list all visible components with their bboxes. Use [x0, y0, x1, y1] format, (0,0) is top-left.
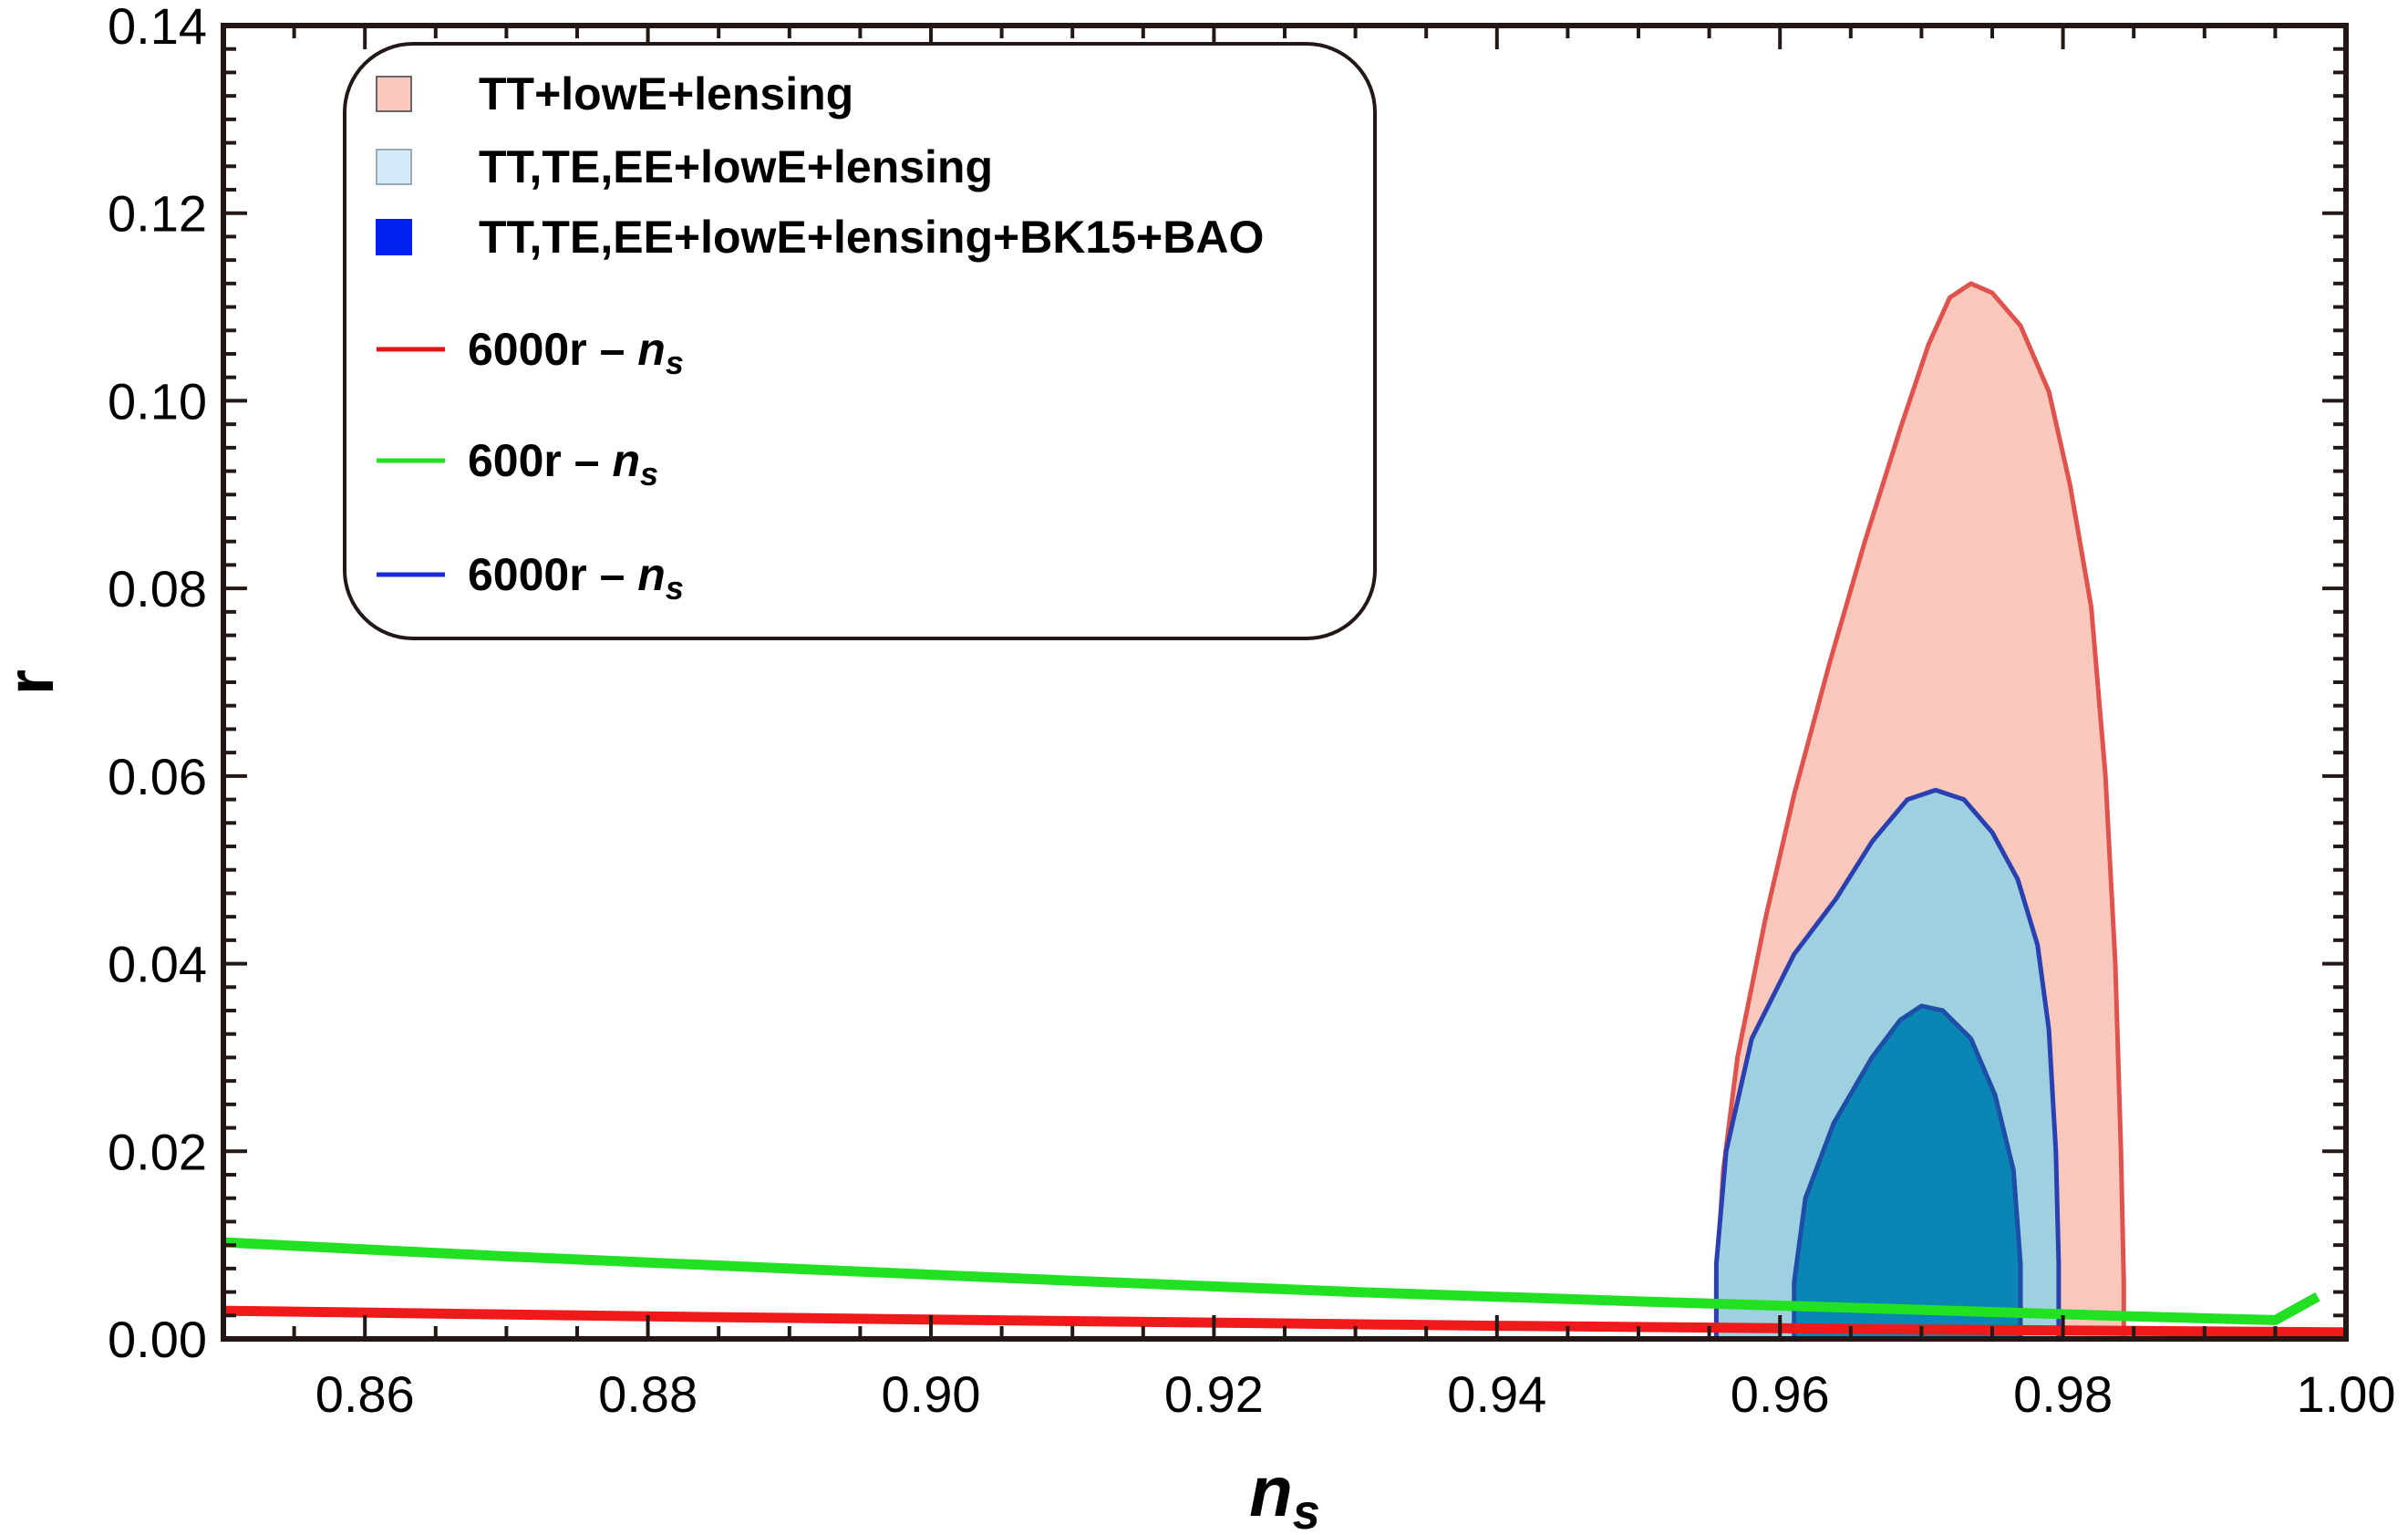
- y-tick-label: 0.02: [108, 1123, 207, 1180]
- legend-label: TT,TE,EE+lowE+lensing+BK15+BAO: [479, 212, 1264, 263]
- x-axis-title-subscript: s: [1293, 1485, 1320, 1535]
- x-tick-label: 0.88: [598, 1365, 698, 1423]
- axis-ticks: [222, 24, 2348, 1341]
- x-axis-title: ns: [1249, 1451, 1320, 1535]
- x-tick-label: 0.94: [1447, 1365, 1546, 1423]
- legend: TT+lowE+lensing TT,TE,EE+lowE+lensing TT,T…: [343, 42, 1377, 640]
- confidence-regions: [1713, 281, 2126, 1342]
- y-axis-title: r: [0, 669, 67, 695]
- y-tick-label: 0.12: [108, 185, 207, 243]
- legend-label: TT,TE,EE+lowE+lensing: [479, 141, 993, 192]
- x-tick-label: 1.00: [2297, 1365, 2396, 1423]
- x-tick-label: 0.96: [1731, 1365, 1830, 1423]
- y-tick-label: 0.10: [108, 372, 207, 430]
- legend-label: 600r – ns: [468, 435, 658, 493]
- y-tick-label: 0.00: [108, 1311, 207, 1368]
- legend-label: 6000r – ns: [468, 549, 684, 607]
- axis-tick-labels: 0.86 0.88 0.90 0.92 0.94 0.96 0.98 1.00 0.00 0.02…: [108, 0, 2396, 1423]
- confidence-region-3: [1792, 1003, 2023, 1342]
- y-tick-label: 0.14: [108, 0, 207, 55]
- legend-swatch: [376, 149, 412, 185]
- y-tick-label: 0.04: [108, 936, 207, 993]
- y-tick-label: 0.06: [108, 748, 207, 805]
- x-axis-title-base: n: [1249, 1451, 1293, 1531]
- x-tick-label: 0.90: [882, 1365, 981, 1423]
- legend-swatch: [376, 219, 412, 255]
- legend-label: TT+lowE+lensing: [479, 68, 853, 119]
- x-tick-label: 0.98: [2013, 1365, 2113, 1423]
- legend-box: [343, 42, 1377, 640]
- y-tick-label: 0.08: [108, 560, 207, 617]
- legend-swatch: [376, 76, 412, 112]
- x-tick-label: 0.92: [1164, 1365, 1264, 1423]
- series-line-1: [222, 1237, 2320, 1325]
- x-tick-label: 0.86: [315, 1365, 415, 1423]
- legend-label: 6000r – ns: [468, 324, 684, 381]
